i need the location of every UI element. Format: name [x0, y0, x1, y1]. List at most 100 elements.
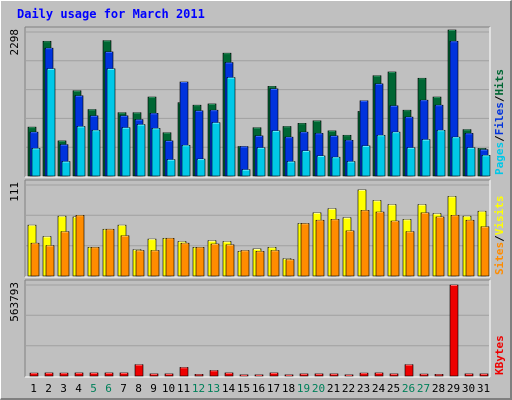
- sites-bar: [225, 244, 235, 277]
- pages-bar: [61, 161, 71, 177]
- pages-bar: [226, 77, 236, 177]
- x-tick-label: 28: [432, 382, 445, 395]
- sites-bar: [60, 231, 70, 277]
- x-tick-label: 19: [297, 382, 310, 395]
- sites-bar: [105, 228, 115, 277]
- legend-item: /: [493, 135, 506, 142]
- pages-bar: [271, 130, 281, 177]
- x-tick-label: 5: [90, 382, 97, 395]
- pages-bar: [361, 145, 371, 177]
- chart-title: Daily usage for March 2011: [17, 7, 205, 21]
- pages-bar: [436, 129, 446, 177]
- x-tick-label: 30: [462, 382, 475, 395]
- sites-bar: [480, 226, 490, 277]
- sites-bar: [45, 245, 55, 277]
- pages-bar: [166, 159, 176, 177]
- sites-bar: [240, 250, 250, 277]
- sites-bar: [195, 247, 205, 277]
- sites-bar: [150, 250, 160, 277]
- sites-bar: [30, 242, 40, 277]
- sites-bar: [255, 251, 265, 277]
- panel-middle: 111 Sites/Visits: [8, 179, 506, 278]
- pages-bar: [46, 68, 56, 177]
- panel-top: 2298 Pages/Files/Hits: [8, 26, 506, 178]
- sites-bar: [180, 242, 190, 277]
- y-axis-max-label: 2298: [8, 29, 21, 56]
- legend-item: Sites: [493, 242, 506, 275]
- sites-bar: [75, 215, 85, 277]
- x-axis-labels: 1 2 3 4 5 6 7 8 9 10 11 12 13 14 15 16 17 18 19 20 21 22 23 24 2…: [30, 382, 490, 395]
- legend-item: /: [493, 235, 506, 242]
- x-tick-label: 16: [252, 382, 265, 395]
- x-tick-label: 22: [342, 382, 355, 395]
- x-tick-label: 15: [237, 382, 250, 395]
- x-tick-label: 12: [192, 382, 205, 395]
- sites-bar: [210, 243, 220, 277]
- x-tick-label: 4: [75, 382, 82, 395]
- sites-bar: [285, 259, 295, 277]
- pages-bar: [316, 155, 326, 177]
- pages-bar: [76, 126, 86, 177]
- x-tick-label: 14: [222, 382, 236, 395]
- x-tick-label: 1: [30, 382, 37, 395]
- pages-bar: [136, 124, 146, 177]
- pages-bar: [346, 161, 356, 177]
- x-tick-label: 3: [60, 382, 67, 395]
- pages-bar: [106, 68, 116, 177]
- legend-item: KBytes: [493, 335, 506, 375]
- pages-bar: [376, 134, 386, 177]
- kbytes-bar: [449, 284, 459, 377]
- x-tick-label: 18: [282, 382, 295, 395]
- sites-bar: [435, 216, 445, 277]
- x-tick-label: 11: [177, 382, 190, 395]
- pages-bar: [181, 144, 191, 177]
- sites-bar: [300, 223, 310, 277]
- pages-bar: [151, 128, 161, 177]
- sites-bar: [420, 212, 430, 277]
- sites-bar: [270, 250, 280, 277]
- panel-background: [25, 280, 490, 377]
- sites-bar: [120, 235, 130, 277]
- x-tick-label: 23: [357, 382, 370, 395]
- legend-item: Files: [493, 102, 506, 135]
- x-tick-label: 10: [162, 382, 175, 395]
- x-tick-label: 26: [402, 382, 415, 395]
- sites-bar: [390, 220, 400, 277]
- legend-middle: Sites/Visits: [493, 196, 506, 276]
- legend-item: Hits: [493, 69, 506, 96]
- pages-bar: [451, 136, 461, 177]
- pages-bar: [481, 155, 491, 177]
- x-tick-label: 2: [45, 382, 52, 395]
- sites-bar: [165, 237, 175, 277]
- legend-bottom: KBytes: [493, 335, 506, 375]
- x-tick-label: 21: [327, 382, 340, 395]
- x-tick-label: 29: [447, 382, 460, 395]
- sites-bar: [345, 230, 355, 277]
- sites-bar: [135, 250, 145, 277]
- x-tick-label: 7: [120, 382, 127, 395]
- legend-top: Pages/Files/Hits: [493, 69, 506, 175]
- kbytes-bar: [404, 364, 414, 377]
- sites-bar: [90, 247, 100, 277]
- x-tick-label: 8: [135, 382, 142, 395]
- x-tick-label: 17: [267, 382, 280, 395]
- pages-bar: [121, 127, 131, 177]
- legend-item: Visits: [493, 196, 506, 236]
- legend-item: /: [493, 95, 506, 102]
- sites-bar: [405, 231, 415, 277]
- pages-bar: [391, 131, 401, 177]
- x-tick-label: 25: [387, 382, 400, 395]
- x-tick-label: 27: [417, 382, 430, 395]
- pages-bar: [421, 139, 431, 177]
- kbytes-bar: [179, 367, 189, 377]
- y-axis-max-label: 111: [8, 182, 21, 202]
- pages-bar: [406, 147, 416, 177]
- pages-bar: [301, 150, 311, 177]
- x-tick-label: 20: [312, 382, 325, 395]
- pages-bar: [466, 147, 476, 177]
- panel-bottom: 563793 KBytes: [8, 279, 506, 378]
- y-axis-max-label: 563793: [8, 282, 21, 322]
- sites-bar: [315, 219, 325, 277]
- pages-bar: [91, 129, 101, 177]
